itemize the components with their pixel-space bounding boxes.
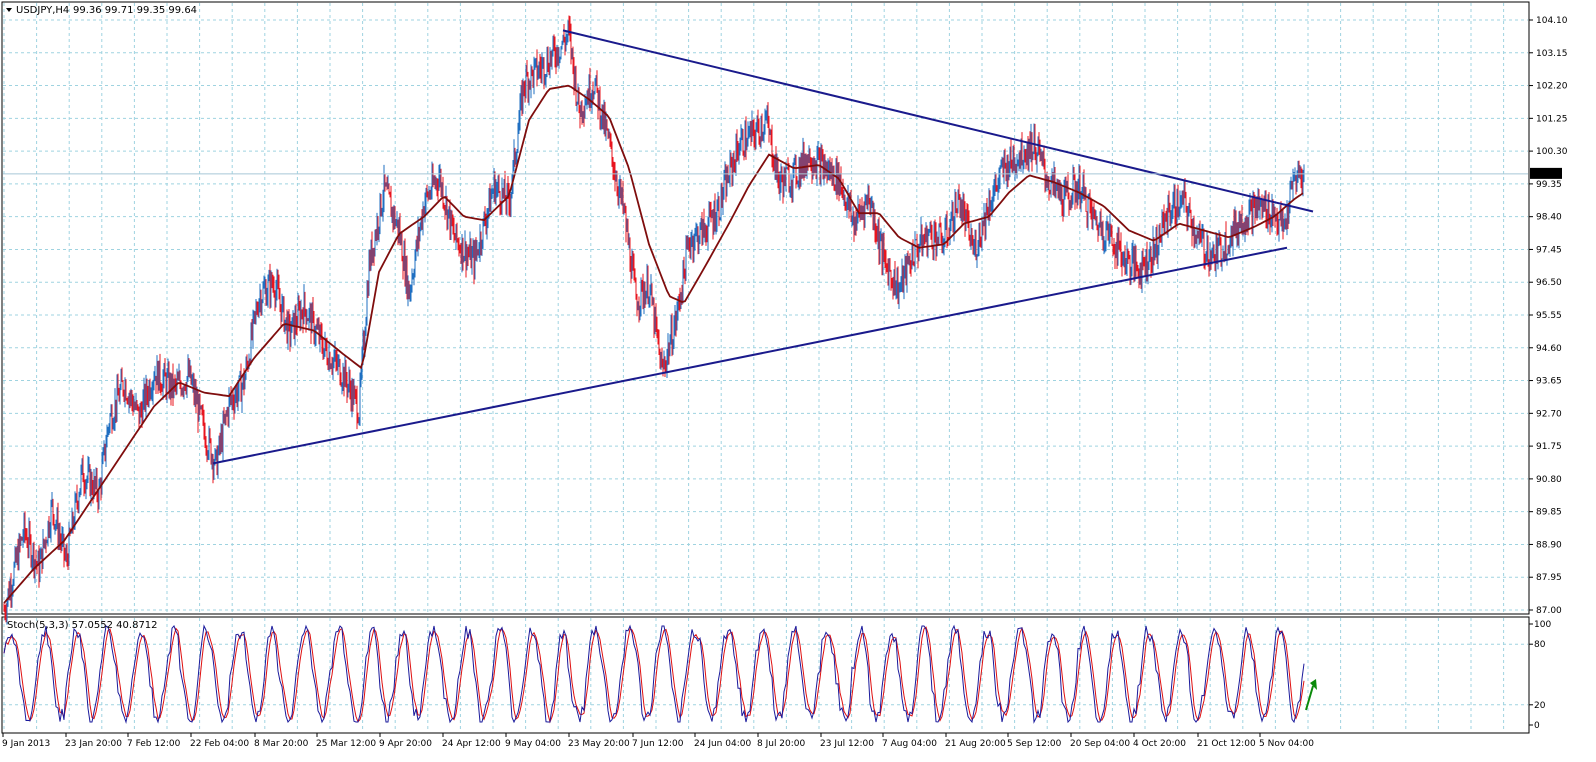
time-tick-label: 7 Feb 12:00 [127, 739, 181, 749]
price-tick-label: 93.65 [1536, 377, 1562, 387]
price-tick-label: 94.60 [1536, 344, 1562, 354]
price-grid [3, 3, 1528, 613]
time-tick-label: 9 Apr 20:00 [379, 739, 432, 749]
stoch-signal-line [3, 626, 1305, 724]
price-candles [3, 15, 1305, 625]
price-tick-label: 101.25 [1536, 114, 1568, 124]
time-tick-label: 7 Jun 12:00 [632, 739, 684, 749]
stoch-tick-label: 20 [1534, 701, 1546, 711]
price-tick-label: 95.55 [1536, 311, 1562, 321]
price-tick-label: 103.15 [1536, 49, 1568, 59]
arrow-head [1310, 679, 1317, 690]
time-tick-label: 7 Aug 04:00 [882, 739, 937, 749]
price-tick-label: 92.70 [1536, 409, 1562, 419]
price-tick-label: 102.20 [1536, 82, 1568, 92]
stoch-panel-frame [1, 616, 1530, 734]
ohlc-label: 99.36 99.71 99.35 99.64 [73, 5, 197, 16]
price-panel-frame [1, 1, 1530, 615]
stoch-tick-label: 0 [1534, 721, 1540, 731]
up-arrow-icon [1305, 679, 1317, 711]
price-tick-label: 99.35 [1536, 180, 1562, 190]
trendline-upper[interactable] [562, 29, 1314, 213]
time-axis: 9 Jan 2013 23 Jan 20:00 7 Feb 12:00 22 Feb … [2, 733, 1314, 749]
stoch-tick-label: 80 [1534, 640, 1546, 650]
price-tick-label: 96.50 [1536, 278, 1562, 288]
arrow-shaft [1305, 685, 1314, 711]
price-axis: 104.10 103.15 102.20 101.25 100.30 99.35 98.40… [1529, 16, 1568, 616]
time-tick-label: 4 Oct 20:00 [1133, 739, 1186, 749]
time-tick-label: 22 Feb 04:00 [190, 739, 249, 749]
time-tick-label: 21 Oct 12:00 [1197, 739, 1256, 749]
trendlines[interactable] [212, 29, 1314, 465]
time-tick-label: 21 Aug 20:00 [945, 739, 1006, 749]
symbol-label: USDJPY,H4 [16, 5, 69, 16]
price-tick-label: 89.85 [1536, 508, 1562, 518]
price-tag-text: 99.64 [1533, 170, 1559, 180]
price-tick-label: 100.30 [1536, 147, 1568, 157]
time-tick-label: 5 Nov 04:00 [1259, 739, 1314, 749]
time-tick-label: 20 Sep 04:00 [1070, 739, 1130, 749]
time-tick-label: 9 Jan 2013 [2, 739, 50, 749]
price-tick-label: 91.75 [1536, 442, 1562, 452]
trendline-lower[interactable] [212, 246, 1288, 465]
price-tick-label: 97.45 [1536, 245, 1562, 255]
time-tick-label: 8 Jul 20:00 [757, 739, 806, 749]
price-tag-bg [1530, 167, 1562, 179]
time-tick-label: 23 Jan 20:00 [65, 739, 122, 749]
stoch-main-line [3, 624, 1305, 724]
chart-header: USDJPY,H4 99.36 99.71 99.35 99.64 [6, 5, 197, 16]
stoch-tick-label: 100 [1534, 620, 1551, 630]
stochastic-lines [3, 624, 1305, 724]
price-tick-label: 90.80 [1536, 475, 1562, 485]
price-tick-label: 98.40 [1536, 213, 1562, 223]
price-tick-label: 104.10 [1536, 16, 1568, 26]
moving-average-line [3, 84, 1304, 604]
price-tick-label: 88.90 [1536, 540, 1562, 550]
time-tick-label: 8 Mar 20:00 [254, 739, 309, 749]
price-tick-label: 87.00 [1536, 606, 1562, 616]
price-tick-label: 87.95 [1536, 573, 1562, 583]
time-tick-label: 23 Jul 12:00 [820, 739, 874, 749]
stoch-axis: 100 80 20 0 [1529, 620, 1551, 731]
current-price-tag: 99.64 [1530, 167, 1562, 180]
time-tick-label: 24 Apr 12:00 [442, 739, 501, 749]
time-tick-label: 5 Sep 12:00 [1007, 739, 1062, 749]
time-tick-label: 25 Mar 12:00 [316, 739, 376, 749]
triangle-down-icon[interactable] [6, 8, 12, 12]
time-tick-label: 24 Jun 04:00 [694, 739, 751, 749]
stoch-label: Stoch(5,3,3) 57.0552 40.8712 [7, 620, 158, 631]
time-tick-label: 23 May 20:00 [568, 739, 630, 749]
time-tick-label: 9 May 04:00 [505, 739, 561, 749]
